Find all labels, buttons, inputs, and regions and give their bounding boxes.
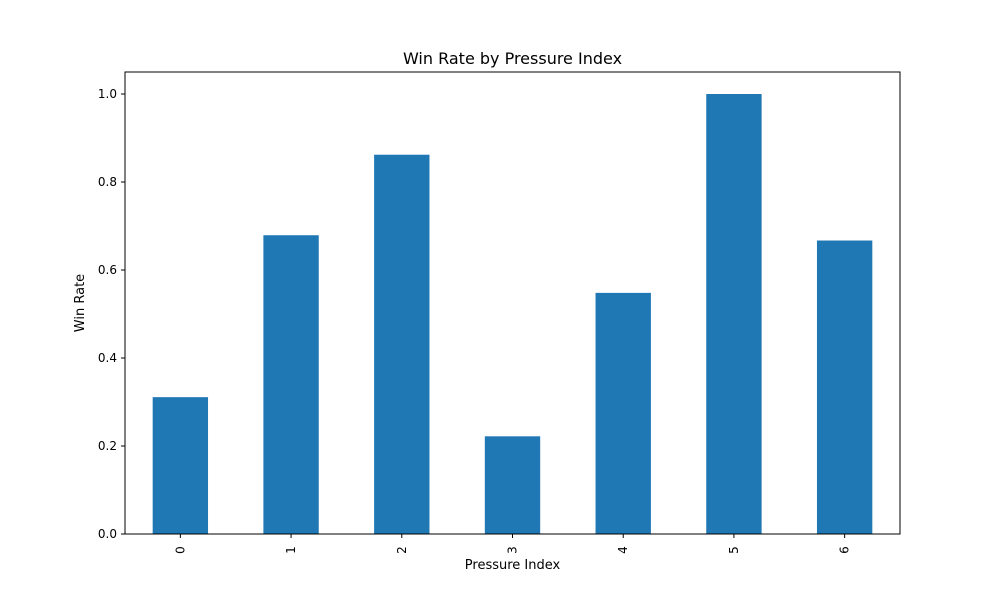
bar-1 bbox=[263, 235, 319, 535]
x-tick-label-1: 1 bbox=[284, 546, 298, 554]
y-tick-label-0.4: 0.4 bbox=[98, 351, 117, 365]
bar-0 bbox=[152, 397, 209, 534]
plot-frame bbox=[124, 71, 901, 535]
x-tick-label-6: 6 bbox=[838, 546, 852, 554]
x-axis-ticks: 0 1 2 3 4 5 6 bbox=[173, 534, 852, 554]
x-tick-label-0: 0 bbox=[173, 546, 187, 554]
bar-5 bbox=[706, 94, 762, 534]
bar-2 bbox=[374, 154, 430, 534]
x-tick-label-5: 5 bbox=[727, 546, 741, 554]
y-axis-ticks: 0.0 0.2 0.4 0.6 0.8 1.0 bbox=[98, 87, 125, 541]
bar-4 bbox=[595, 292, 651, 534]
bars-group bbox=[152, 94, 873, 535]
chart-title: Win Rate by Pressure Index bbox=[403, 49, 622, 68]
bar-6 bbox=[816, 240, 873, 534]
y-tick-label-0.0: 0.0 bbox=[98, 527, 117, 541]
y-tick-label-0.2: 0.2 bbox=[98, 439, 117, 453]
y-tick-label-0.8: 0.8 bbox=[98, 175, 117, 189]
x-axis-label: Pressure Index bbox=[465, 558, 561, 573]
x-tick-label-4: 4 bbox=[616, 546, 630, 554]
bar-3 bbox=[484, 436, 541, 534]
x-tick-label-2: 2 bbox=[395, 546, 409, 554]
y-tick-label-1.0: 1.0 bbox=[98, 87, 117, 101]
x-tick-label-3: 3 bbox=[506, 546, 520, 554]
y-tick-label-0.6: 0.6 bbox=[98, 263, 117, 277]
y-axis-label: Win Rate bbox=[73, 274, 88, 332]
